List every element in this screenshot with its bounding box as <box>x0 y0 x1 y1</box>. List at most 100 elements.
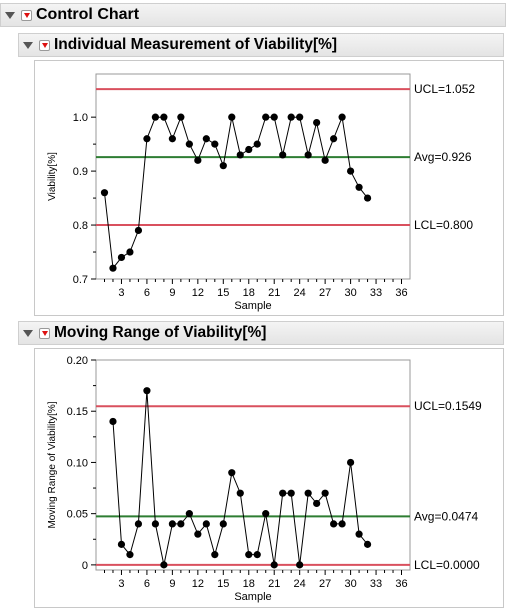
data-point <box>160 113 168 121</box>
red-triangle-menu-icon[interactable] <box>39 39 50 51</box>
x-tick-label: 24 <box>294 578 306 590</box>
data-point <box>355 530 363 538</box>
x-tick-label: 27 <box>319 287 331 299</box>
y-tick-label: 1.0 <box>73 112 88 124</box>
data-point <box>228 469 236 477</box>
svg-text:Avg=0.926: Avg=0.926 <box>414 150 472 164</box>
data-point <box>168 520 176 528</box>
x-axis-label: Sample <box>234 300 271 312</box>
data-point <box>194 530 202 538</box>
data-point <box>321 156 329 164</box>
disclosure-triangle-icon[interactable] <box>23 41 33 49</box>
y-tick-label: 0.9 <box>73 166 88 178</box>
data-point <box>228 113 236 121</box>
plot-area <box>95 73 411 280</box>
chart-title: Moving Range of Viability[%] <box>54 324 267 341</box>
data-point <box>160 561 168 569</box>
svg-text:LCL=0.800: LCL=0.800 <box>414 218 473 232</box>
individual-measurement-chart: 0.70.80.91.03 6 9 12 15 18 21 24 27 30 33 36SampleV… <box>47 73 475 312</box>
y-tick-label: 0 <box>82 560 88 572</box>
red-triangle-menu-icon[interactable] <box>39 327 50 339</box>
page-title: Control Chart <box>36 6 140 23</box>
data-point <box>262 510 270 518</box>
data-point <box>279 151 287 159</box>
data-point <box>330 135 338 143</box>
data-point <box>194 156 202 164</box>
data-point <box>287 489 295 497</box>
data-point <box>100 189 109 197</box>
control-chart-header[interactable]: Control Chart <box>0 3 506 27</box>
data-point <box>245 551 253 559</box>
x-tick-label: 33 <box>370 578 382 590</box>
x-tick-label: 15 <box>217 578 229 590</box>
data-point <box>270 561 278 569</box>
svg-text:LCL=0.0000: LCL=0.0000 <box>414 558 480 572</box>
x-tick-label: 27 <box>319 578 331 590</box>
x-tick-label: 15 <box>217 287 229 299</box>
data-point <box>338 520 346 528</box>
data-point <box>126 248 134 256</box>
red-triangle-menu-icon[interactable] <box>21 9 32 21</box>
x-tick-label: 12 <box>192 287 204 299</box>
x-tick-label: 36 <box>395 287 407 299</box>
data-point <box>219 162 227 170</box>
data-point <box>363 540 372 548</box>
data-point <box>304 489 312 497</box>
data-point <box>117 253 126 262</box>
y-tick-label: 0.15 <box>67 406 88 418</box>
moving-range-chart: 00.050.100.150.203 6 9 12 15 18 21 24 27 30 33 36Sa… <box>47 355 482 603</box>
lcl-label: LCL=0.800 <box>414 218 473 232</box>
individual-chart-header[interactable]: Individual Measurement of Viability[%] <box>18 33 504 57</box>
y-tick-label: 0.8 <box>73 220 88 232</box>
series-line <box>104 115 368 270</box>
individual-chart-frame: 0.7 0.8 0.9 1.0 3 6 9 12 15 18 21 24 27 30 33 36 Sample V… <box>34 60 504 316</box>
data-point <box>117 540 126 548</box>
data-point <box>211 551 219 559</box>
data-point <box>296 561 304 569</box>
moving-range-chart-frame: 0 0.05 0.10 0.15 0.20 3 6 9 12 15 18 21 24 27 30 33 36 Sa… <box>34 348 504 608</box>
x-axis-label: Sample <box>234 591 271 603</box>
data-point <box>262 113 270 121</box>
data-point <box>304 151 312 159</box>
data-point <box>177 520 185 528</box>
avg-label: Avg=0.0474 <box>414 509 478 523</box>
data-point <box>202 520 210 528</box>
data-point <box>143 135 151 143</box>
data-point <box>270 113 278 121</box>
data-point <box>296 113 304 121</box>
x-tick-label: 36 <box>395 578 407 590</box>
x-tick-label: 6 <box>144 578 150 590</box>
data-point <box>177 113 185 121</box>
data-point <box>236 151 244 159</box>
data-point <box>151 113 160 121</box>
y-tick-label: 0.7 <box>73 274 88 286</box>
x-tick-label: 9 <box>169 578 175 590</box>
data-point <box>126 551 134 559</box>
data-point <box>134 226 143 235</box>
x-tick-label: 3 <box>118 578 124 590</box>
disclosure-triangle-icon[interactable] <box>23 329 33 337</box>
disclosure-triangle-icon[interactable] <box>5 11 15 19</box>
ucl-label: UCL=1.052 <box>414 82 475 96</box>
data-point <box>168 135 176 143</box>
data-point <box>253 551 261 559</box>
x-tick-label: 18 <box>243 578 255 590</box>
moving-range-chart-header[interactable]: Moving Range of Viability[%] <box>18 321 504 345</box>
data-point <box>109 264 117 272</box>
data-point <box>279 489 287 497</box>
data-point <box>109 417 117 426</box>
data-point <box>355 183 363 191</box>
data-point <box>245 145 253 154</box>
y-tick-label: 0.20 <box>67 355 88 367</box>
data-point <box>134 520 143 528</box>
data-point <box>346 167 355 175</box>
data-point <box>185 510 193 518</box>
svg-text:Avg=0.0474: Avg=0.0474 <box>414 509 478 523</box>
y-axis-label: Moving Range of Viability[%] <box>47 401 58 528</box>
data-point <box>151 520 160 528</box>
data-point <box>202 135 210 143</box>
data-point <box>143 387 151 395</box>
data-point <box>313 499 321 508</box>
x-tick-label: 12 <box>192 578 204 590</box>
x-tick-label: 9 <box>169 287 175 299</box>
